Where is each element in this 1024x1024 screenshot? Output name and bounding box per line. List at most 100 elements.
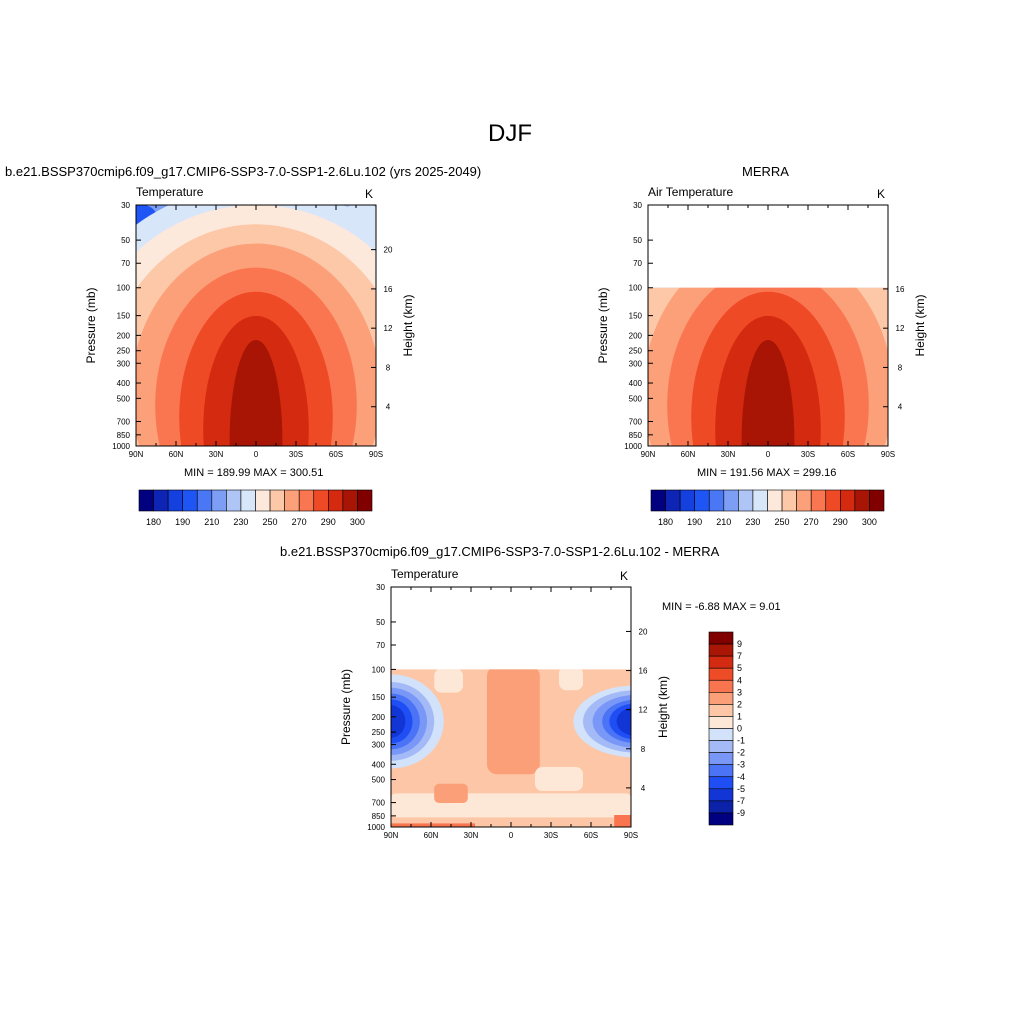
model-y-axis-label: Pressure (mb) (84, 287, 98, 363)
diff-units-label: K (620, 569, 628, 583)
model-y-tick-label: 300 (117, 359, 131, 368)
diff-colorbar-label: -1 (737, 736, 745, 746)
model-colorbar-box (328, 489, 344, 512)
obs-stats: MIN = 191.56 MAX = 299.16 (697, 467, 837, 479)
model-y-tick-label: 70 (121, 259, 130, 268)
obs-y-tick-label: 150 (629, 312, 643, 321)
obs-colorbar-box (854, 489, 870, 512)
model-x-tick-label: 30N (209, 450, 224, 459)
diff-colorbar-box (708, 631, 734, 645)
model-y2-tick-label: 16 (384, 285, 393, 294)
obs-x-tick-label: 90S (881, 450, 895, 459)
diff-x-tick-label: 90N (384, 831, 399, 840)
diff-colorbar-box (708, 692, 734, 705)
diff-colorbar-box (708, 788, 734, 802)
diff-colorbar-box (708, 704, 734, 717)
diff-colorbar-label: -3 (737, 760, 745, 770)
diff-y2-axis-label: Height (km) (656, 676, 670, 738)
diff-colorbar-box (708, 800, 734, 814)
obs-colorbar-box (781, 489, 797, 512)
diff-x-tick-label: 60S (584, 831, 598, 840)
obs-y-tick-label: 70 (633, 259, 642, 268)
model-stats: MIN = 189.99 MAX = 300.51 (184, 467, 324, 479)
model-panel-title: b.e21.BSSP370cmip6.f09_g17.CMIP6-SSP3-7.… (5, 164, 482, 179)
model-x-tick-label: 60N (169, 450, 184, 459)
obs-y-tick-label: 500 (629, 394, 643, 403)
model-colorbar-box (167, 489, 183, 512)
model-y2-tick-label: 8 (386, 363, 391, 372)
model-y2-axis-label: Height (km) (401, 294, 415, 356)
model-y-tick-label: 30 (121, 201, 130, 210)
obs-y2-axis-label: Height (km) (913, 294, 927, 356)
diff-y2-tick-label: 20 (639, 627, 648, 636)
model-y2-tick-label: 4 (386, 403, 391, 412)
diff-y-tick-label: 250 (372, 728, 386, 737)
model-colorbar-box (211, 489, 227, 512)
diff-colorbar-label: -7 (737, 796, 745, 806)
diff-y-tick-label: 200 (372, 713, 386, 722)
diff-contour-band (535, 767, 583, 791)
diff-colorbar-box (708, 655, 734, 669)
obs-colorbar-label: 300 (862, 517, 877, 527)
diff-x-tick-label: 60N (424, 831, 439, 840)
model-colorbar-box (357, 489, 373, 512)
diff-y-tick-label: 30 (376, 583, 385, 592)
diff-contour-band (391, 793, 631, 818)
diff-colorbar-box (708, 728, 734, 741)
diff-x-tick-label: 30N (464, 831, 479, 840)
obs-y-tick-label: 30 (633, 201, 642, 210)
diff-y2-tick-label: 4 (641, 784, 646, 793)
model-colorbar-label: 270 (292, 517, 307, 527)
obs-y2-tick-label: 8 (898, 363, 903, 372)
obs-units-label: K (877, 187, 885, 201)
obs-colorbar-label: 180 (658, 517, 673, 527)
diff-colorbar-box (708, 643, 734, 657)
obs-y-tick-label: 100 (629, 284, 643, 293)
obs-colorbar-box (708, 489, 725, 512)
diff-colorbar-box (708, 812, 734, 826)
obs-colorbar-box (840, 489, 856, 512)
obs-y-tick-label: 400 (629, 379, 643, 388)
obs-colorbar-box (869, 489, 885, 512)
diff-y-tick-label: 150 (372, 693, 386, 702)
diff-colorbar-box (708, 752, 734, 765)
diff-y-tick-label: 100 (372, 665, 386, 674)
obs-y-tick-label: 250 (629, 347, 643, 356)
model-x-tick-label: 60S (329, 450, 343, 459)
obs-colorbar-box (767, 489, 783, 512)
model-y-tick-label: 200 (117, 331, 131, 340)
obs-y-tick-label: 50 (633, 236, 642, 245)
diff-colorbar-box (708, 740, 734, 753)
obs-x-tick-label: 90N (641, 450, 656, 459)
model-colorbar-box (138, 489, 154, 512)
obs-x-tick-label: 30S (801, 450, 815, 459)
diff-colorbar-box (708, 667, 734, 681)
diff-y-axis-label: Pressure (mb) (339, 669, 353, 745)
diff-contour-band (434, 669, 463, 693)
page-title: DJF (488, 120, 532, 147)
diff-colorbar-label: 5 (737, 663, 742, 673)
model-colorbar-box (342, 489, 358, 512)
diff-colorbar-box (708, 764, 734, 778)
diff-y-tick-label: 50 (376, 618, 385, 627)
obs-y-tick-label: 850 (629, 431, 643, 440)
obs-colorbar-box (738, 489, 754, 512)
obs-contour-band (741, 339, 795, 446)
model-field (136, 205, 376, 446)
model-y-tick-label: 850 (117, 431, 131, 440)
obs-y-tick-label: 200 (629, 331, 643, 340)
diff-colorbar-label: 3 (737, 687, 742, 697)
diff-colorbar-box (708, 679, 734, 693)
model-y-tick-label: 1000 (112, 442, 130, 451)
diff-y2-tick-label: 12 (639, 706, 648, 715)
obs-y-tick-label: 300 (629, 359, 643, 368)
obs-y2-tick-label: 4 (898, 403, 903, 412)
diff-contour-band (616, 707, 631, 736)
obs-colorbar-box (796, 489, 812, 512)
obs-y-tick-label: 700 (629, 417, 643, 426)
diff-colorbar-label: -2 (737, 748, 745, 758)
model-x-tick-label: 30S (289, 450, 303, 459)
model-colorbar-box (269, 489, 285, 512)
diff-contour-band (391, 823, 475, 827)
